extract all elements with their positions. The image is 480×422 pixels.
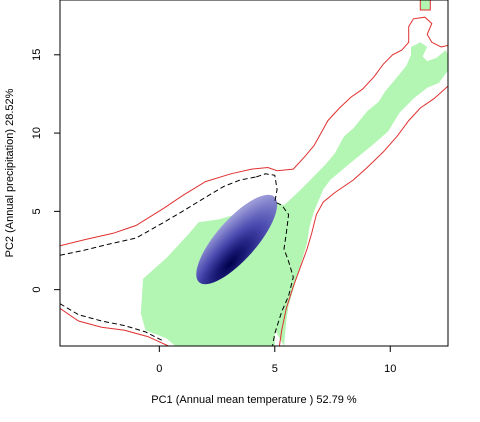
y-tick-label: 5 [31,208,43,214]
plot-area [60,0,448,346]
x-tick-label: 10 [384,363,396,375]
contour-inner-boundary-upper [60,176,257,256]
environment-region [140,42,448,346]
y-tick-label: 0 [31,287,43,293]
contour-outer-boundary-lower [60,307,169,346]
x-axis-title: PC1 (Annual mean temperature ) 52.79 % [151,394,357,406]
contour-outer-boundary-right [278,85,448,346]
y-tick-label: 15 [31,49,43,61]
environment-fragment [419,0,431,11]
y-axis-title: PC2 (Annual precipitation) 28.52% [4,88,16,257]
contour-outer-boundary-upper [60,16,448,247]
species-density [196,194,278,285]
y-tick-label: 10 [31,127,43,139]
x-tick-label: 5 [272,363,278,375]
x-axis: 0 5 10 [156,346,396,375]
contour-inner-boundary-right [256,173,294,346]
x-tick-label: 0 [156,363,162,375]
y-axis: 0 5 10 15 [31,49,60,293]
contour-inner-boundary-lower [60,303,165,342]
plot-frame [59,0,449,347]
